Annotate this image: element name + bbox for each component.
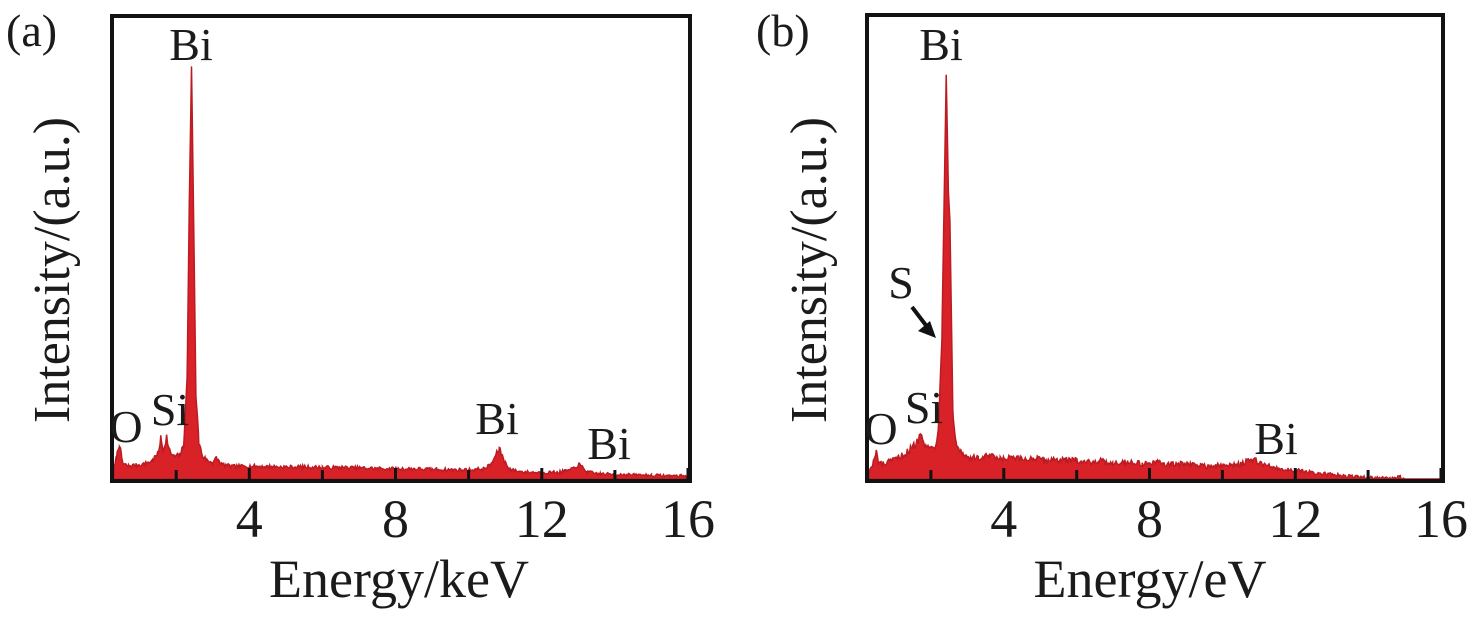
panel-a-spectrum — [114, 66, 688, 479]
x-tick-8-b: 8 — [1136, 489, 1164, 549]
peak-label-bi-la-a: Bi — [475, 393, 519, 444]
x-tick-12-a: 12 — [514, 489, 569, 549]
panel-b-plot-area — [865, 13, 1445, 483]
panel-b-y-axis-title: Intensity/(a.u.) — [781, 116, 838, 424]
peak-label-s-b: S — [888, 257, 914, 308]
x-axis-ticks — [174, 468, 688, 479]
x-tick-8-a: 8 — [382, 489, 410, 549]
s-annotation-arrow-icon — [910, 305, 936, 338]
peak-label-bi-lb-a: Bi — [587, 418, 631, 469]
panel-b-spectrum — [869, 74, 1441, 479]
x-tick-4-a: 4 — [235, 489, 263, 549]
peak-label-o-a: O — [109, 401, 143, 452]
x-tick-16-a: 16 — [661, 489, 715, 549]
panel-b-tag: (b) — [756, 5, 810, 56]
eds-spectrum-curve — [869, 74, 1441, 479]
panel-a-plot-area — [110, 14, 692, 483]
panel-a-x-axis-title: Energy/keV — [269, 549, 529, 609]
panel-b-x-axis-title: Energy/eV — [1033, 549, 1267, 609]
x-tick-4-b: 4 — [990, 489, 1018, 549]
peak-label-bi-main-b: Bi — [919, 19, 963, 70]
x-tick-12-b: 12 — [1268, 489, 1323, 549]
x-tick-16-b: 16 — [1414, 489, 1468, 549]
peak-label-si-a: Si — [150, 384, 190, 435]
x-axis-ticks — [929, 468, 1441, 479]
eds-spectrum-curve — [114, 66, 688, 479]
peak-label-bi-main-a: Bi — [169, 19, 213, 70]
panel-a-y-axis-title: Intensity/(a.u.) — [24, 116, 81, 424]
panel-a-tag: (a) — [6, 5, 58, 56]
peak-label-bi-la-b: Bi — [1254, 413, 1298, 464]
peak-label-o-b: O — [864, 403, 898, 454]
peak-label-si-b: Si — [904, 382, 944, 433]
